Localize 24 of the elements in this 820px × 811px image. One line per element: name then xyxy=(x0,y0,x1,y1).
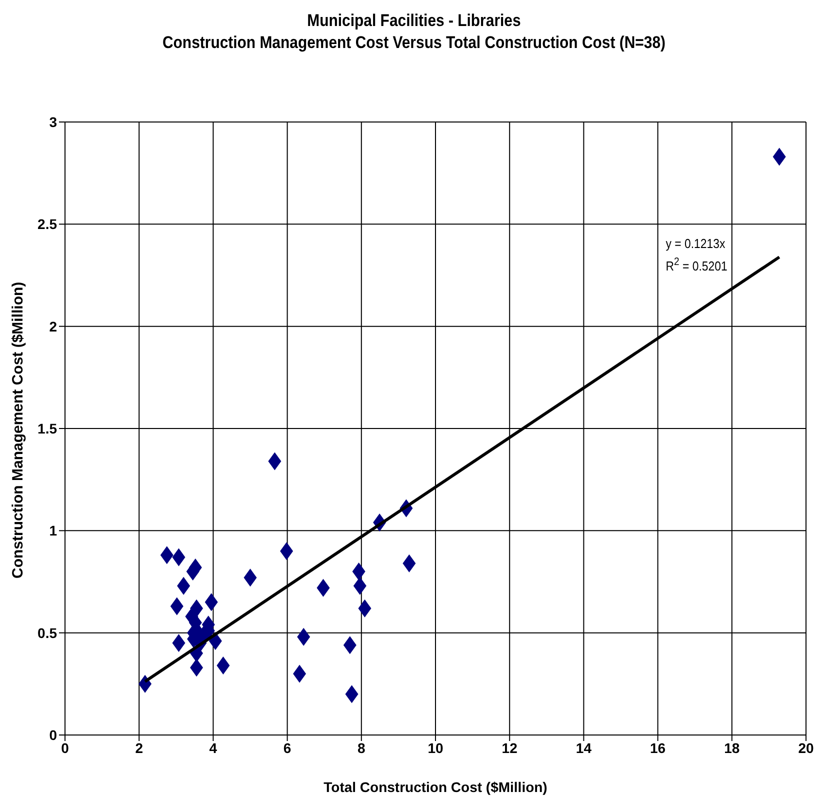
x-axis-title: Total Construction Cost ($Million) xyxy=(324,779,548,795)
x-tick-label: 0 xyxy=(61,740,70,756)
x-tick-label: 6 xyxy=(283,740,292,756)
x-tick-label: 4 xyxy=(209,740,218,756)
y-tick-label: 0.5 xyxy=(38,624,58,641)
x-tick-label: 18 xyxy=(724,740,740,756)
y-tick-label: 2 xyxy=(49,318,58,334)
y-tick-label: 3 xyxy=(49,114,58,130)
x-tick-label: 14 xyxy=(576,740,592,756)
annotation: R$^{2}$ = 0.5201 xyxy=(666,255,728,276)
x-tick-label: 12 xyxy=(502,740,518,756)
y-tick-label: 1 xyxy=(49,522,58,539)
x-tick-label: 16 xyxy=(650,740,666,756)
y-tick-label: 0 xyxy=(49,726,58,743)
x-tick-label: 8 xyxy=(358,740,366,756)
x-tick-label: 10 xyxy=(428,740,444,756)
chart-title: Municipal Facilities - Libraries xyxy=(306,10,522,32)
chart-subtitle: Construction Management Cost Versus Total Construction Cost (N=38) xyxy=(161,32,666,54)
annotation: y = 0.1213x xyxy=(666,235,726,253)
x-tick-label: 20 xyxy=(798,740,814,756)
y-axis-title: Construction Management Cost ($Million) xyxy=(9,282,26,578)
y-tick-label: 1.5 xyxy=(38,420,58,436)
x-tick-label: 2 xyxy=(135,740,144,756)
y-tick-label: 2.5 xyxy=(38,216,58,232)
